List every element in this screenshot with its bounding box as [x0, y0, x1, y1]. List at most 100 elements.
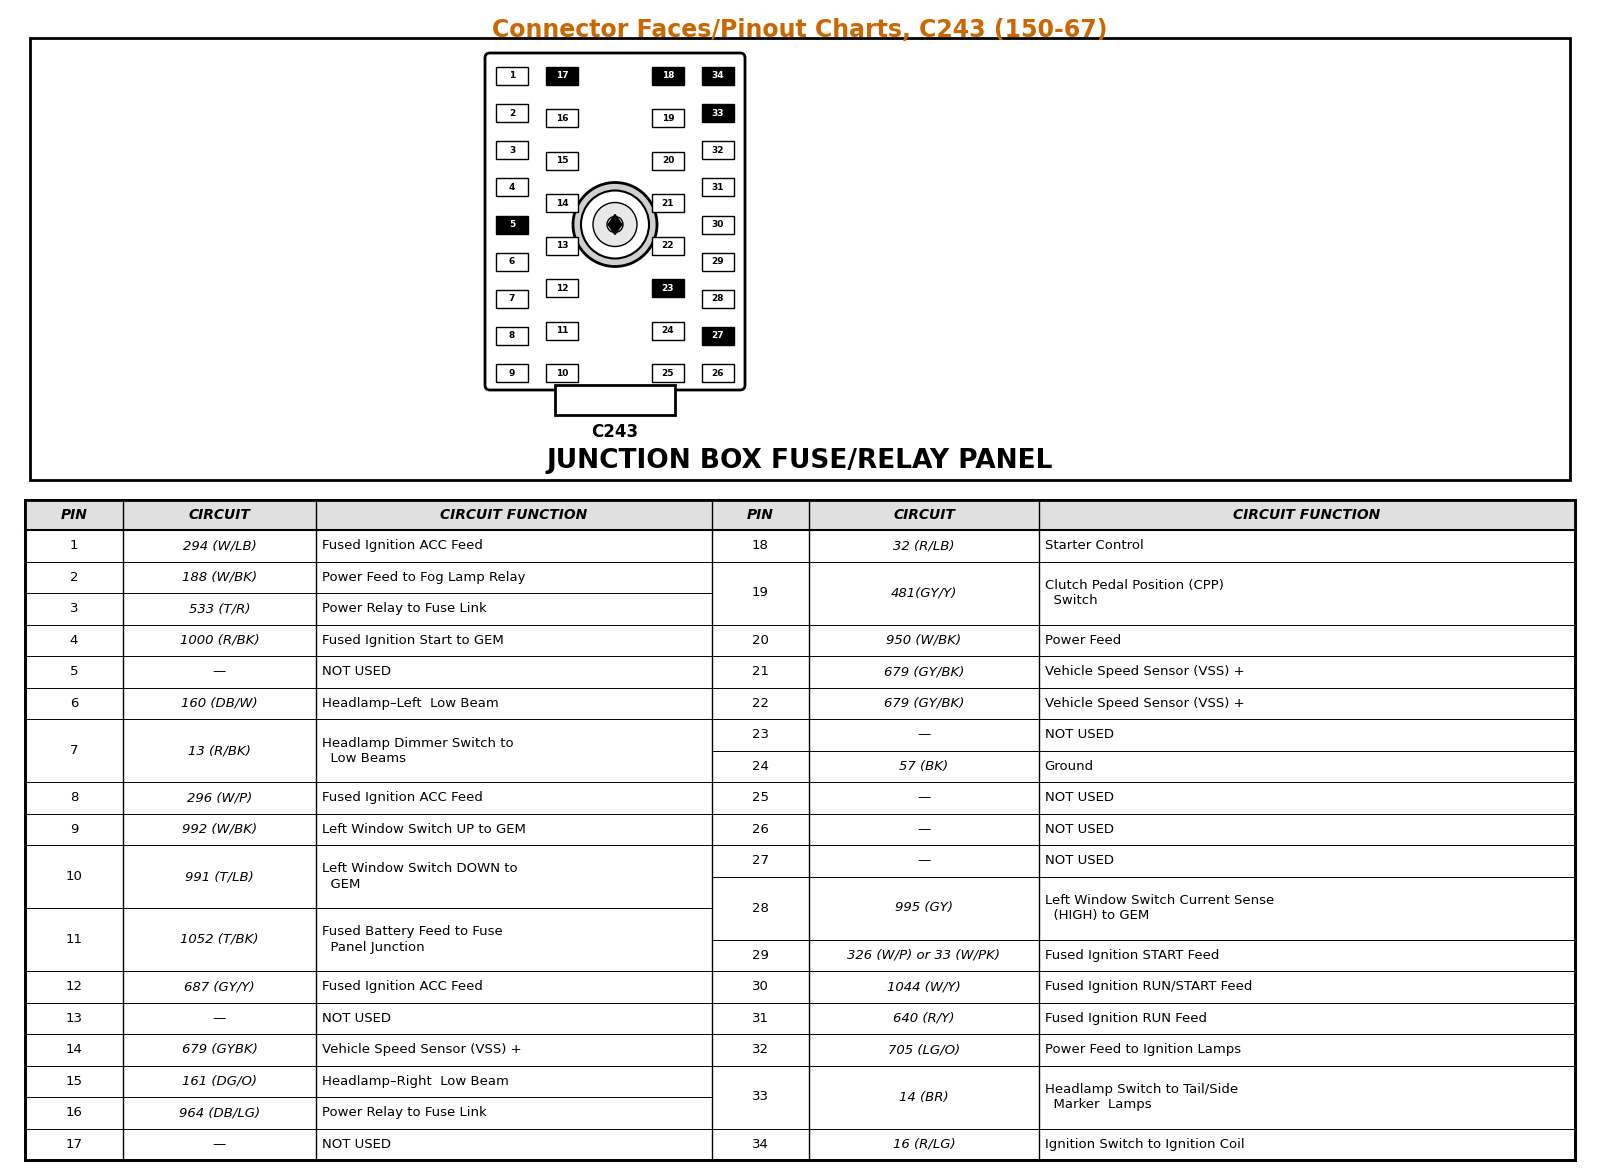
- Text: —: —: [917, 854, 931, 867]
- Bar: [496, 289, 528, 308]
- Text: 992 (W/BK): 992 (W/BK): [182, 823, 258, 836]
- Bar: [653, 236, 685, 255]
- Text: 687 (GY/Y): 687 (GY/Y): [184, 981, 254, 994]
- Text: Ignition Switch to Ignition Coil: Ignition Switch to Ignition Coil: [1045, 1137, 1245, 1151]
- Text: 7: 7: [509, 294, 515, 303]
- Text: 30: 30: [712, 220, 725, 229]
- Text: NOT USED: NOT USED: [1045, 823, 1114, 836]
- Text: Power Relay to Fuse Link: Power Relay to Fuse Link: [322, 602, 486, 615]
- Text: 950 (W/BK): 950 (W/BK): [886, 634, 962, 647]
- Text: Fused Ignition ACC Feed: Fused Ignition ACC Feed: [322, 791, 483, 804]
- Text: 5: 5: [69, 666, 78, 679]
- Text: 12: 12: [555, 283, 568, 293]
- Text: 20: 20: [752, 634, 770, 647]
- Text: Headlamp–Left  Low Beam: Headlamp–Left Low Beam: [322, 696, 499, 710]
- Text: JUNCTION BOX FUSE/RELAY PANEL: JUNCTION BOX FUSE/RELAY PANEL: [547, 448, 1053, 474]
- Text: Power Relay to Fuse Link: Power Relay to Fuse Link: [322, 1107, 486, 1120]
- Text: 21: 21: [662, 199, 674, 208]
- Text: NOT USED: NOT USED: [322, 666, 392, 679]
- Text: Clutch Pedal Position (CPP)
  Switch: Clutch Pedal Position (CPP) Switch: [1045, 579, 1224, 607]
- Text: 2: 2: [69, 570, 78, 583]
- Text: NOT USED: NOT USED: [1045, 728, 1114, 741]
- Text: 161 (DG/O): 161 (DG/O): [182, 1075, 258, 1088]
- Text: 6: 6: [509, 258, 515, 266]
- Text: 14: 14: [555, 199, 568, 208]
- Text: 33: 33: [712, 108, 725, 118]
- Bar: [496, 67, 528, 85]
- Text: 29: 29: [752, 949, 770, 962]
- Text: 31: 31: [712, 183, 725, 192]
- Text: Fused Ignition ACC Feed: Fused Ignition ACC Feed: [322, 540, 483, 553]
- Text: 481(GY/Y): 481(GY/Y): [891, 587, 957, 600]
- Text: 995 (GY): 995 (GY): [894, 902, 954, 915]
- Bar: [546, 236, 578, 255]
- Text: 16: 16: [555, 114, 568, 123]
- Polygon shape: [608, 214, 622, 234]
- Text: 7: 7: [69, 744, 78, 757]
- Text: 964 (DB/LG): 964 (DB/LG): [179, 1107, 261, 1120]
- Text: 3: 3: [509, 146, 515, 155]
- Text: 1052 (T/BK): 1052 (T/BK): [181, 933, 259, 946]
- Bar: [702, 327, 734, 345]
- Text: Left Window Switch Current Sense
  (HIGH) to GEM: Left Window Switch Current Sense (HIGH) …: [1045, 894, 1274, 922]
- Text: 18: 18: [662, 72, 674, 80]
- Text: 26: 26: [712, 368, 725, 377]
- Text: 13 (R/BK): 13 (R/BK): [189, 744, 251, 757]
- Text: 17: 17: [555, 72, 568, 80]
- Text: Left Window Switch DOWN to
  GEM: Left Window Switch DOWN to GEM: [322, 862, 518, 890]
- Text: 679 (GY/BK): 679 (GY/BK): [883, 696, 965, 710]
- Text: —: —: [917, 791, 931, 804]
- Text: 10: 10: [555, 368, 568, 377]
- Text: 8: 8: [509, 332, 515, 340]
- Text: 160 (DB/W): 160 (DB/W): [181, 696, 258, 710]
- Text: —: —: [917, 728, 931, 741]
- Text: 24: 24: [752, 760, 770, 773]
- Text: 27: 27: [752, 854, 770, 867]
- Text: PIN: PIN: [747, 508, 774, 522]
- Bar: [496, 365, 528, 382]
- Bar: [702, 67, 734, 85]
- Text: 15: 15: [555, 156, 568, 166]
- Bar: [496, 253, 528, 270]
- Text: 6: 6: [70, 696, 78, 710]
- Text: 8: 8: [70, 791, 78, 804]
- Text: 15: 15: [66, 1075, 82, 1088]
- Text: CIRCUIT FUNCTION: CIRCUIT FUNCTION: [440, 508, 587, 522]
- Text: 18: 18: [752, 540, 770, 553]
- Circle shape: [581, 191, 650, 259]
- Text: Vehicle Speed Sensor (VSS) +: Vehicle Speed Sensor (VSS) +: [322, 1043, 522, 1056]
- Text: Fused Ignition ACC Feed: Fused Ignition ACC Feed: [322, 981, 483, 994]
- Bar: [546, 365, 578, 382]
- Text: 33: 33: [752, 1090, 770, 1103]
- Text: PIN: PIN: [61, 508, 88, 522]
- Text: Connector Faces/Pinout Charts, C243 (150-67): Connector Faces/Pinout Charts, C243 (150…: [493, 18, 1107, 42]
- Text: 679 (GYBK): 679 (GYBK): [181, 1043, 258, 1056]
- Text: 12: 12: [66, 981, 82, 994]
- Text: 31: 31: [752, 1011, 770, 1024]
- Bar: [702, 289, 734, 308]
- Text: 1: 1: [509, 72, 515, 80]
- Text: 32 (R/LB): 32 (R/LB): [893, 540, 955, 553]
- Text: 533 (T/R): 533 (T/R): [189, 602, 250, 615]
- Text: 991 (T/LB): 991 (T/LB): [186, 870, 254, 883]
- Text: 27: 27: [712, 332, 725, 340]
- Text: 16 (R/LG): 16 (R/LG): [893, 1137, 955, 1151]
- Text: 1: 1: [69, 540, 78, 553]
- Text: Headlamp Switch to Tail/Side
  Marker  Lamps: Headlamp Switch to Tail/Side Marker Lamp…: [1045, 1083, 1238, 1111]
- Text: 22: 22: [662, 241, 674, 250]
- Bar: [546, 194, 578, 213]
- Bar: [653, 365, 685, 382]
- Text: —: —: [213, 666, 226, 679]
- Text: 30: 30: [752, 981, 770, 994]
- Bar: [653, 152, 685, 169]
- Text: NOT USED: NOT USED: [322, 1011, 392, 1024]
- Text: 14: 14: [66, 1043, 82, 1056]
- Text: Power Feed to Ignition Lamps: Power Feed to Ignition Lamps: [1045, 1043, 1242, 1056]
- Bar: [496, 105, 528, 122]
- Text: 296 (W/P): 296 (W/P): [187, 791, 253, 804]
- Bar: [653, 67, 685, 85]
- Text: 28: 28: [752, 902, 770, 915]
- Text: CIRCUIT FUNCTION: CIRCUIT FUNCTION: [1234, 508, 1381, 522]
- Text: Left Window Switch UP to GEM: Left Window Switch UP to GEM: [322, 823, 526, 836]
- Text: 34: 34: [752, 1137, 770, 1151]
